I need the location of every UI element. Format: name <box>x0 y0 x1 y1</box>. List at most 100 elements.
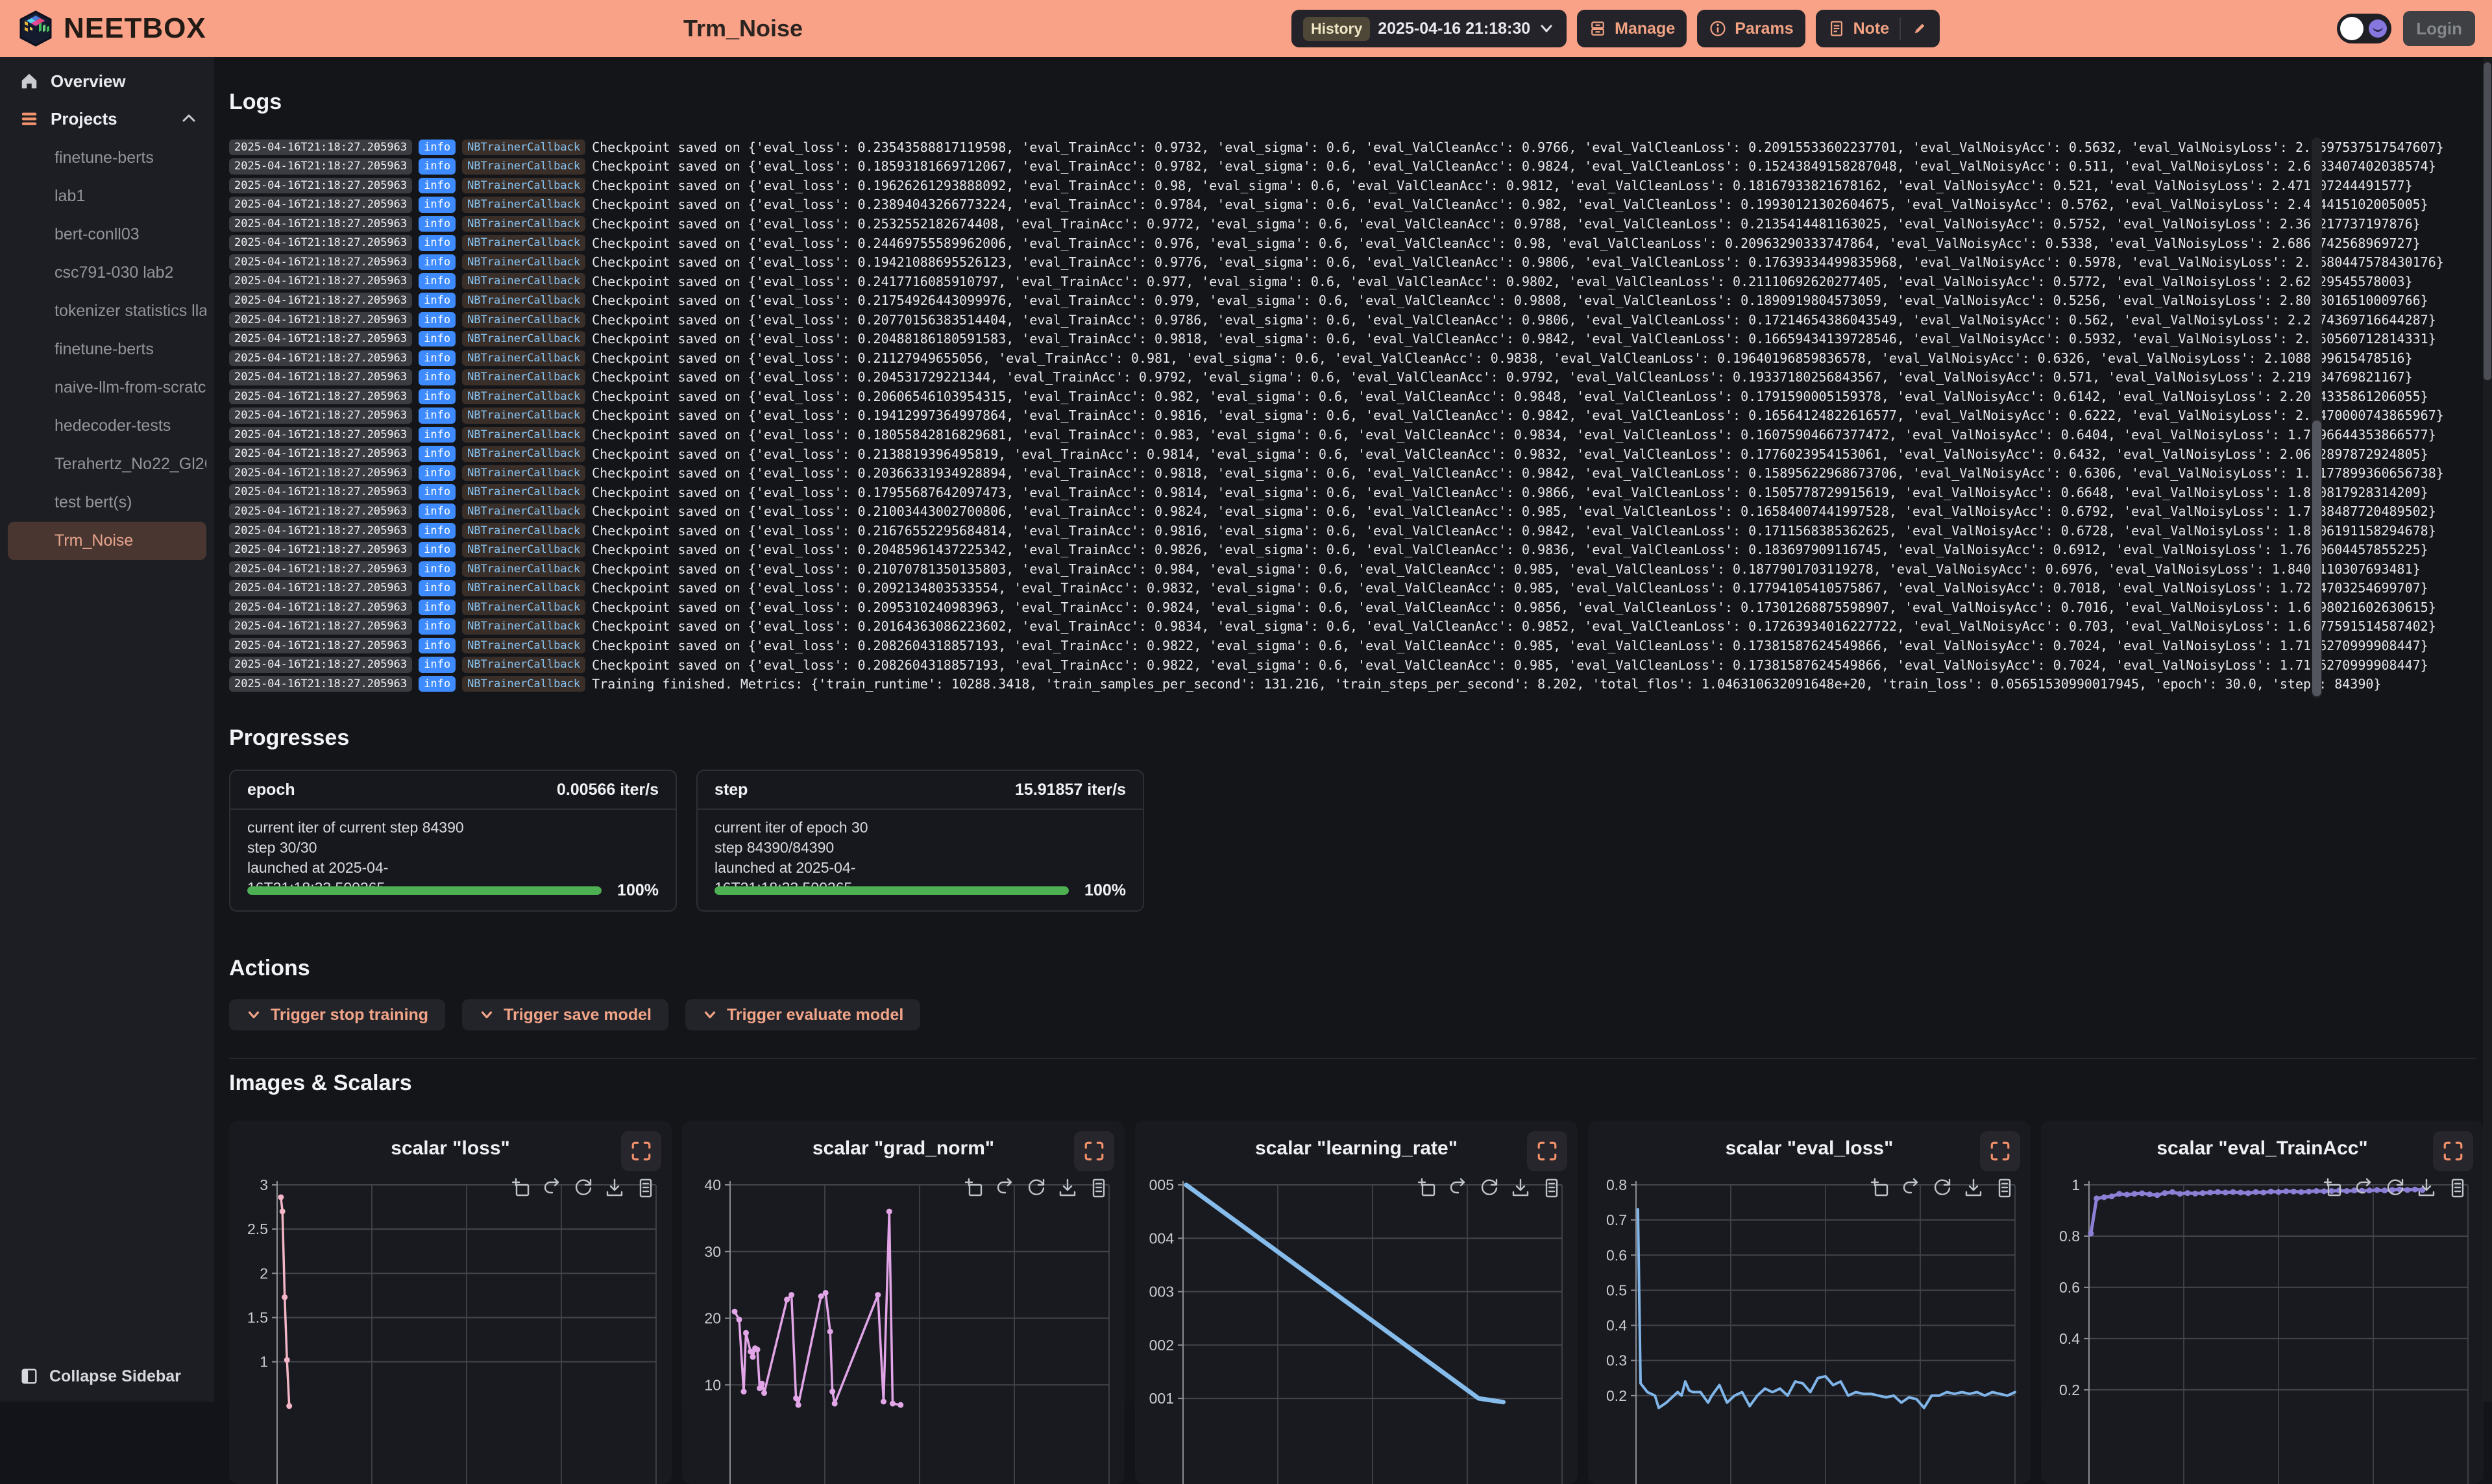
log-timestamp: 2025-04-16T21:18:27.205963 <box>229 522 413 539</box>
log-row: 2025-04-16T21:18:27.205963 info NBTrainerC… <box>229 540 2428 559</box>
svg-text:1.5: 1.5 <box>247 1309 268 1326</box>
chart-plot-eval_TrainAcc[interactable]: 1 0.8 0.6 0.4 0.2 <box>2041 1172 2484 1484</box>
login-button[interactable]: Login <box>2403 11 2475 46</box>
log-row: 2025-04-16T21:18:27.205963 info NBTrainerC… <box>229 157 2436 176</box>
log-tag-badge: NBTrainerCallback <box>462 465 586 481</box>
log-tag-badge: NBTrainerCallback <box>462 637 586 654</box>
chart-plot-eval_loss[interactable]: 0.8 0.7 0.6 0.5 0.4 0.3 0.2 <box>1588 1172 2031 1484</box>
svg-text:0.8: 0.8 <box>2059 1228 2080 1245</box>
edit-pencil-icon[interactable] <box>1911 20 1928 37</box>
log-row: 2025-04-16T21:18:27.205963 info NBTrainerC… <box>229 214 2421 234</box>
page-scrollbar[interactable] <box>2483 57 2492 1402</box>
download-icon[interactable] <box>2416 1178 2437 1202</box>
expand-icon[interactable] <box>1527 1131 1567 1171</box>
undo-icon[interactable] <box>1901 1178 1922 1202</box>
restore-icon[interactable] <box>2385 1178 2406 1202</box>
params-button[interactable]: Params <box>1697 10 1805 47</box>
restore-icon[interactable] <box>1932 1178 1953 1202</box>
data-view-icon[interactable] <box>1994 1178 2015 1202</box>
data-view-icon[interactable] <box>1088 1178 1109 1202</box>
download-icon[interactable] <box>604 1178 625 1202</box>
expand-icon[interactable] <box>621 1131 661 1171</box>
theme-toggle[interactable] <box>2337 14 2392 43</box>
svg-text:0.8: 0.8 <box>1606 1176 1627 1193</box>
log-message: Checkpoint saved on {'eval_loss': 0.1805… <box>592 426 2436 443</box>
chevron-up-icon[interactable] <box>180 110 197 127</box>
collapse-sidebar-label: Collapse Sidebar <box>49 1367 181 1385</box>
log-tag-badge: NBTrainerCallback <box>462 407 586 424</box>
log-message: Checkpoint saved on {'eval_loss': 0.1942… <box>592 254 2444 271</box>
log-message: Checkpoint saved on {'eval_loss': 0.2532… <box>592 215 2421 232</box>
action-button-trigger-save-model[interactable]: Trigger save model <box>462 999 668 1030</box>
sidebar-item-overview[interactable]: Overview <box>0 62 214 100</box>
box-zoom-icon[interactable] <box>2323 1178 2343 1202</box>
box-zoom-icon[interactable] <box>964 1178 984 1202</box>
manage-button[interactable]: Manage <box>1577 10 1687 47</box>
expand-icon[interactable] <box>2433 1131 2473 1171</box>
log-message: Checkpoint saved on {'eval_loss': 0.2036… <box>592 465 2444 481</box>
action-button-trigger-evaluate-model[interactable]: Trigger evaluate model <box>685 999 921 1030</box>
data-view-icon[interactable] <box>1541 1178 1562 1202</box>
undo-icon[interactable] <box>1448 1178 1469 1202</box>
sidebar-project-item[interactable]: lab1 <box>55 187 86 205</box>
log-timestamp: 2025-04-16T21:18:27.205963 <box>229 369 413 385</box>
download-icon[interactable] <box>1963 1178 1984 1202</box>
log-message: Checkpoint saved on {'eval_loss': 0.2048… <box>592 542 2428 558</box>
logs-section-title: Logs <box>229 90 282 114</box>
undo-icon[interactable] <box>542 1178 563 1202</box>
page-scrollbar-thumb[interactable] <box>2484 62 2491 380</box>
sidebar-project-item[interactable]: tokenizer statistics llama... <box>55 302 206 320</box>
restore-icon[interactable] <box>1026 1178 1047 1202</box>
data-view-icon[interactable] <box>635 1178 656 1202</box>
action-button-trigger-stop-training[interactable]: Trigger stop training <box>229 999 446 1030</box>
restore-icon[interactable] <box>573 1178 594 1202</box>
svg-text:004: 004 <box>1149 1230 1175 1247</box>
log-level-badge: info <box>419 465 456 481</box>
undo-icon[interactable] <box>995 1178 1016 1202</box>
chart-plot-loss[interactable]: 3 2.5 2 1.5 1 <box>229 1172 672 1484</box>
actions-section-title: Actions <box>229 956 310 980</box>
log-message: Checkpoint saved on {'eval_loss': 0.2446… <box>592 235 2421 251</box>
log-level-badge: info <box>419 522 456 539</box>
progress-bar-fill <box>247 886 602 895</box>
sidebar-project-item[interactable]: bert-conll03 <box>55 225 140 243</box>
sidebar-project-item[interactable]: csc791-030 lab2 <box>55 263 174 282</box>
box-zoom-icon[interactable] <box>1417 1178 1437 1202</box>
sidebar-project-item[interactable]: test bert(s) <box>55 493 132 511</box>
expand-icon[interactable] <box>1980 1131 2020 1171</box>
sidebar-project-item[interactable]: finetune-berts <box>55 340 154 358</box>
log-row: 2025-04-16T21:18:27.205963 info NBTrainerC… <box>229 329 2436 348</box>
sidebar-project-item[interactable]: naive-llm-from-scratch <box>55 378 206 396</box>
sidebar-project-item[interactable]: finetune-berts <box>55 149 154 167</box>
download-icon[interactable] <box>1057 1178 1078 1202</box>
undo-icon[interactable] <box>2354 1178 2375 1202</box>
box-zoom-icon[interactable] <box>1870 1178 1890 1202</box>
log-timestamp: 2025-04-16T21:18:27.205963 <box>229 177 413 194</box>
history-dropdown[interactable]: History 2025-04-16 21:18:30 <box>1291 10 1567 47</box>
svg-text:005: 005 <box>1149 1176 1174 1193</box>
box-zoom-icon[interactable] <box>511 1178 531 1202</box>
svg-text:003: 003 <box>1149 1283 1174 1300</box>
log-level-badge: info <box>419 426 456 443</box>
sidebar-project-item[interactable]: Terahertz_No22_Gl261_gl... <box>55 455 206 473</box>
progress-bar <box>247 886 602 895</box>
log-scrollbar[interactable] <box>2312 138 2322 698</box>
collapse-sidebar-button[interactable]: Collapse Sidebar <box>0 1367 234 1386</box>
expand-icon[interactable] <box>1074 1131 1114 1171</box>
log-list: 2025-04-16T21:18:27.205963 info NBTrainerC… <box>229 138 2444 694</box>
log-scrollbar-thumb[interactable] <box>2312 420 2321 696</box>
note-button[interactable]: Note <box>1815 10 1940 47</box>
progress-percent: 100% <box>1084 881 1126 899</box>
manage-label: Manage <box>1615 19 1676 38</box>
data-view-icon[interactable] <box>2447 1178 2468 1202</box>
sidebar-project-item[interactable]: hedecoder-tests <box>55 417 171 435</box>
download-icon[interactable] <box>1510 1178 1531 1202</box>
log-message: Checkpoint saved on {'eval_loss': 0.2016… <box>592 618 2436 635</box>
sidebar-project-item[interactable]: Trm_Noise <box>8 522 206 560</box>
log-level-badge: info <box>419 503 456 520</box>
progress-detail-line: step 84390/84390 <box>715 839 835 856</box>
restore-icon[interactable] <box>1479 1178 1500 1202</box>
sidebar-item-projects[interactable]: Projects <box>0 100 214 138</box>
chart-plot-learning_rate[interactable]: 005 004 003 002 001 <box>1135 1172 1578 1484</box>
chart-plot-grad_norm[interactable]: 40 30 20 10 <box>682 1172 1125 1484</box>
